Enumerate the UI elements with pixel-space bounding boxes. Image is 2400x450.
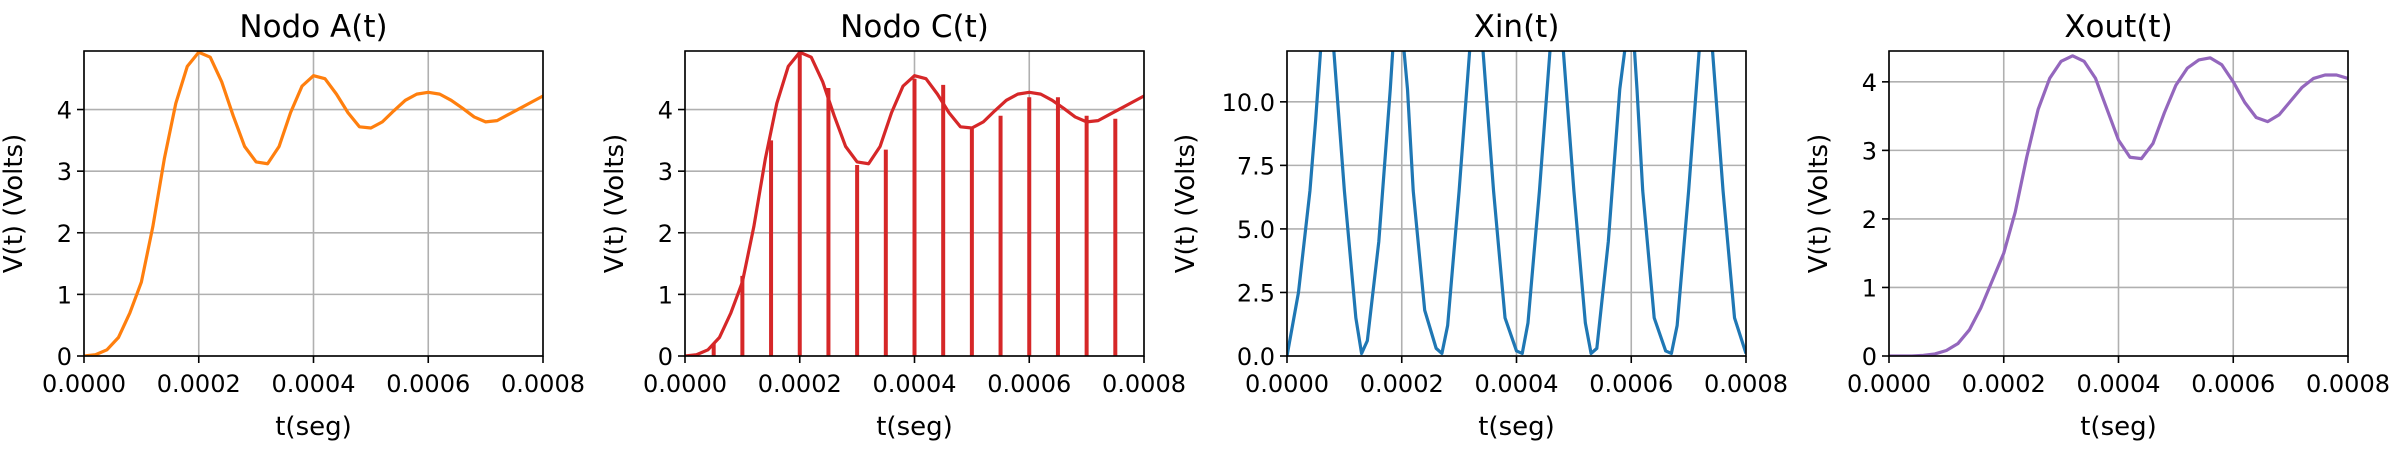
x-tick-label: 0.0008 — [2306, 370, 2390, 398]
chart-title: Nodo C(t) — [840, 9, 989, 45]
y-tick-label: 4 — [658, 97, 673, 125]
y-tick-label: 7.5 — [1237, 152, 1275, 180]
x-tick-label: 0.0000 — [643, 370, 727, 398]
x-tick-label: 0.0004 — [873, 370, 957, 398]
y-tick-label: 3 — [57, 158, 72, 186]
x-tick-label: 0.0008 — [1102, 370, 1186, 398]
x-tick-label: 0.0006 — [987, 370, 1071, 398]
y-tick-label: 1 — [658, 281, 673, 309]
x-tick-label: 0.0002 — [758, 370, 842, 398]
x-tick-label: 0.0004 — [1475, 370, 1559, 398]
y-axis-label: V(t) (Volts) — [1804, 134, 1834, 273]
x-tick-label: 0.0008 — [501, 370, 585, 398]
x-axis-label: t(seg) — [876, 412, 953, 442]
chart-title: Nodo A(t) — [239, 9, 387, 45]
x-axis-label: t(seg) — [1478, 412, 1555, 442]
y-tick-label: 5.0 — [1237, 216, 1275, 244]
y-tick-label: 0.0 — [1237, 343, 1275, 371]
y-tick-label: 4 — [57, 97, 72, 125]
y-tick-label: 3 — [1862, 137, 1877, 165]
plot-area — [1889, 54, 2348, 356]
y-tick-label: 1 — [1862, 274, 1877, 302]
x-tick-label: 0.0002 — [1962, 370, 2046, 398]
y-tick-label: 2.5 — [1237, 279, 1275, 307]
chart-title: Xout(t) — [2064, 9, 2172, 45]
y-tick-label: 0 — [658, 343, 673, 371]
x-tick-label: 0.0002 — [1360, 370, 1444, 398]
x-tick-label: 0.0000 — [1847, 370, 1931, 398]
y-tick-label: 1 — [57, 281, 72, 309]
x-tick-label: 0.0008 — [1704, 370, 1788, 398]
plot-area — [685, 51, 1144, 356]
chart-panel-1: 0.0000 0.0002 0.0004 0.0006 0.0008 0 1 2 3 4 Nodo … — [0, 9, 585, 442]
y-tick-label: 0 — [1862, 343, 1877, 371]
x-tick-label: 0.0006 — [1589, 370, 1673, 398]
y-tick-label: 2 — [658, 220, 673, 248]
y-axis-label: V(t) (Volts) — [0, 134, 29, 273]
y-tick-label: 3 — [658, 158, 673, 186]
x-tick-label: 0.0004 — [272, 370, 356, 398]
y-axis-label: V(t) (Volts) — [600, 134, 630, 273]
x-tick-label: 0.0002 — [157, 370, 241, 398]
y-tick-label: 2 — [1862, 206, 1877, 234]
chart-panel-4: 0.0000 0.0002 0.0004 0.0006 0.0008 0 1 2 3 4 Xout(… — [1804, 9, 2390, 442]
chart-panel-3: 0.0000 0.0002 0.0004 0.0006 0.0008 0.0 2.5 5.0 7… — [1171, 9, 1788, 442]
y-tick-label: 2 — [57, 220, 72, 248]
chart-panel-2: 0.0000 0.0002 0.0004 0.0006 0.0008 0 1 2 3 4 Nodo … — [600, 9, 1186, 442]
x-axis-label: t(seg) — [275, 412, 352, 442]
x-tick-label: 0.0000 — [1245, 370, 1329, 398]
y-tick-label: 4 — [1862, 69, 1877, 97]
series-line — [1287, 51, 1746, 356]
x-tick-label: 0.0004 — [2077, 370, 2161, 398]
y-tick-label: 0 — [57, 343, 72, 371]
x-tick-label: 0.0000 — [42, 370, 126, 398]
chart-title: Xin(t) — [1474, 9, 1560, 45]
x-axis-label: t(seg) — [2080, 412, 2157, 442]
x-tick-label: 0.0006 — [386, 370, 470, 398]
y-axis-label: V(t) (Volts) — [1171, 134, 1201, 273]
x-tick-label: 0.0006 — [2191, 370, 2275, 398]
y-tick-label: 10.0 — [1222, 89, 1275, 117]
